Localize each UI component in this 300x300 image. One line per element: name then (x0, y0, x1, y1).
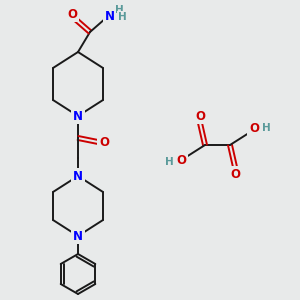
Text: N: N (73, 169, 83, 182)
Text: N: N (73, 110, 83, 122)
Text: O: O (195, 110, 205, 122)
Text: O: O (67, 8, 77, 20)
Text: H: H (262, 123, 270, 133)
Text: H: H (115, 5, 123, 15)
Text: H: H (165, 157, 173, 167)
Text: O: O (230, 167, 240, 181)
Text: N: N (105, 10, 115, 22)
Text: N: N (73, 230, 83, 242)
Text: H: H (118, 12, 126, 22)
Text: O: O (99, 136, 109, 148)
Text: O: O (176, 154, 186, 167)
Text: O: O (249, 122, 259, 136)
